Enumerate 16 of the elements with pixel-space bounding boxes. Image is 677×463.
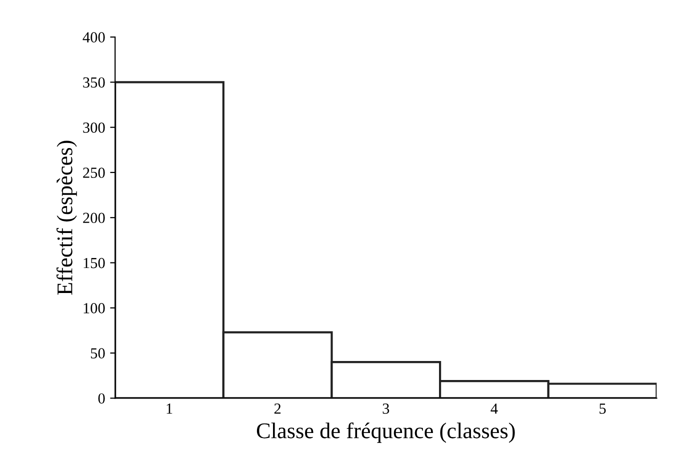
y-tick-label: 50 — [90, 348, 105, 358]
y-tick-label: 150 — [84, 258, 105, 268]
y-tick-label: 300 — [83, 122, 105, 133]
x-tick-label: 2 — [274, 404, 281, 414]
x-tick-label: 3 — [382, 404, 390, 414]
y-tick-label: 200 — [83, 212, 105, 224]
y-tick-label: 400 — [82, 32, 105, 42]
y-axis-title: Effectif (espèces) — [56, 140, 77, 295]
x-axis-title: Classe de fréquence (classes) — [256, 422, 515, 443]
x-tick-label: 1 — [166, 404, 172, 414]
x-tick-label: 5 — [600, 404, 606, 414]
y-tick-label: 250 — [83, 168, 105, 178]
y-tick-label: 350 — [83, 77, 105, 88]
x-tick-label: 4 — [490, 404, 498, 414]
y-tick-label: 100 — [84, 303, 105, 314]
y-tick-label: 0 — [98, 393, 105, 404]
